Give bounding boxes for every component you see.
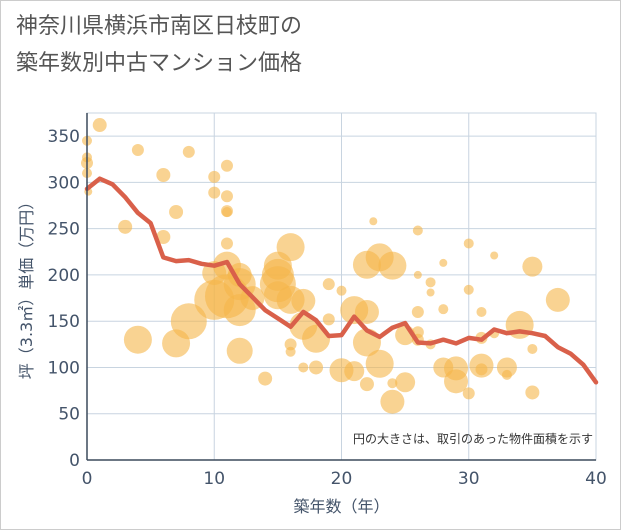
bubble-point: [156, 229, 171, 244]
bubble-point: [344, 361, 365, 382]
bubble-point: [220, 237, 233, 250]
trend-line-series: [84, 176, 599, 385]
bubble-point: [258, 371, 273, 386]
bubble-point: [527, 343, 538, 354]
bubble-point: [496, 357, 517, 378]
bubble-point: [208, 186, 221, 199]
bubble-point: [284, 338, 297, 351]
bubble-point: [490, 251, 499, 260]
bubble-point: [444, 369, 469, 394]
bubble-point: [322, 313, 335, 326]
x-tick-label: 20: [331, 469, 353, 489]
bubble-point: [522, 256, 543, 277]
bubble-point: [411, 305, 424, 318]
bubble-point: [365, 349, 394, 378]
x-axis-title: 築年数（年）: [293, 497, 389, 516]
y-tick-label: 0: [69, 451, 80, 471]
bubble-point: [276, 233, 305, 262]
bubble-series: [81, 118, 570, 414]
chart-title: 神奈川県横浜市南区日枝町の 築年数別中古マンション価格: [16, 14, 303, 76]
bubble-point: [291, 288, 316, 313]
axes: 0 50 100 150 200 250 300 350 0 10 20 30 40: [48, 113, 607, 489]
bubble-point: [439, 258, 448, 267]
bubble-point: [463, 238, 474, 249]
bubble-point: [309, 360, 324, 375]
bubble-point: [545, 287, 570, 312]
y-tick-label: 300: [48, 173, 80, 193]
bubble-point: [169, 205, 184, 220]
bubble-point: [426, 288, 435, 297]
bubble-point: [131, 144, 144, 157]
x-tick-label: 40: [585, 469, 607, 489]
bubble-point: [298, 362, 309, 373]
bubble-point: [395, 372, 416, 393]
bubble-point: [226, 337, 253, 364]
bubble-point: [182, 145, 195, 158]
bubble-point: [354, 299, 379, 324]
bubble-point: [438, 304, 449, 315]
bubble-point: [425, 277, 436, 288]
bubble-point: [380, 389, 405, 414]
bubble-point: [208, 170, 221, 183]
bubble-point: [220, 190, 233, 203]
y-tick-label: 150: [48, 312, 80, 332]
bubble-point: [118, 219, 133, 234]
bubble-point: [462, 387, 475, 400]
average-price-line: [84, 176, 599, 385]
bubble-point: [221, 207, 232, 218]
bubble-point: [412, 225, 423, 236]
bubble-point: [476, 306, 487, 317]
y-tick-label: 50: [58, 405, 80, 425]
bubble-point: [463, 284, 474, 295]
bubble-point: [92, 118, 107, 133]
x-tick-label: 10: [203, 469, 225, 489]
y-tick-label: 200: [48, 266, 80, 286]
bubble-point: [378, 251, 407, 280]
y-tick-label: 250: [48, 220, 80, 240]
bubble-point: [475, 363, 488, 376]
bubble-point: [359, 377, 374, 392]
bubble-point: [387, 378, 398, 389]
bubble-point: [413, 270, 422, 279]
y-tick-label: 100: [48, 358, 80, 378]
y-tick-label: 350: [48, 127, 80, 147]
bubble-point: [336, 285, 347, 296]
bubble-point: [123, 325, 152, 354]
bubble-point: [285, 346, 296, 357]
y-axis-title: 坪（3.3㎡）単価（万円）: [17, 194, 36, 379]
bubble-point: [220, 159, 233, 172]
x-tick-label: 30: [458, 469, 480, 489]
bubble-point: [170, 303, 207, 340]
bubble-size-note: 円の大きさは、取引のあった物件面積を示す: [353, 431, 593, 446]
bubble-point: [369, 217, 378, 226]
x-tick-label: 0: [82, 469, 93, 489]
bubble-point: [156, 167, 171, 182]
bubble-point: [501, 369, 512, 380]
bubble-point: [525, 385, 540, 400]
bubble-point: [322, 278, 335, 291]
